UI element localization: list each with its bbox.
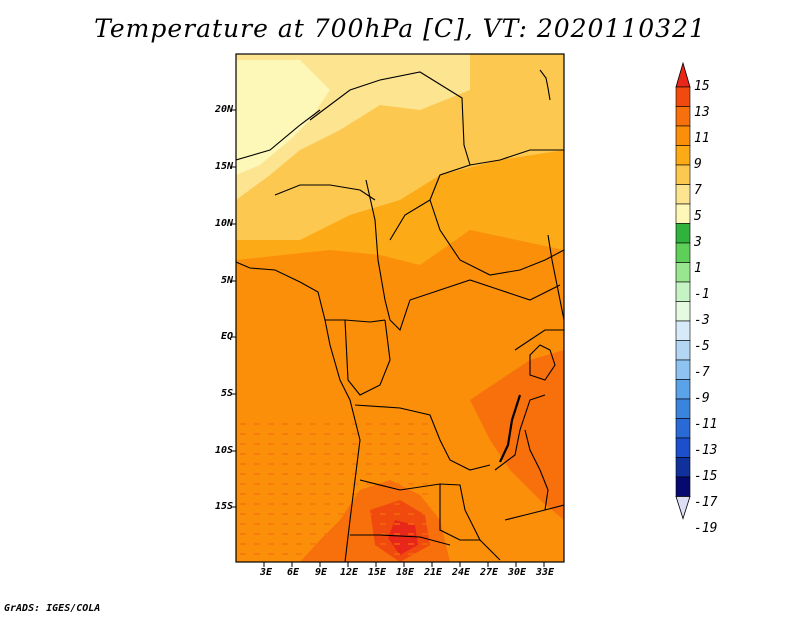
colorbar-label: -15 bbox=[694, 469, 718, 484]
colorbar-min-triangle bbox=[675, 496, 691, 520]
colorbar-swatch bbox=[675, 418, 691, 439]
field-speckle bbox=[236, 420, 436, 562]
colorbar-swatch bbox=[675, 145, 691, 166]
colorbar-swatch bbox=[675, 457, 691, 478]
colorbar-swatch bbox=[675, 340, 691, 361]
x-tick-label: 30E bbox=[507, 567, 527, 578]
colorbar-label: 5 bbox=[694, 209, 702, 224]
colorbar-swatch bbox=[675, 281, 691, 302]
chart-title: Temperature at 700hPa [C], VT: 202011032… bbox=[94, 14, 706, 43]
colorbar-swatch bbox=[675, 86, 691, 107]
axis-ticks bbox=[231, 109, 545, 567]
colorbar-swatch bbox=[675, 203, 691, 224]
country-borders bbox=[236, 69, 564, 562]
colorbar-swatch bbox=[675, 262, 691, 283]
y-tick-label: 5N bbox=[220, 275, 233, 286]
y-tick-label: 20N bbox=[214, 104, 233, 115]
colorbar-label: 9 bbox=[694, 157, 702, 172]
colorbar-label: -19 bbox=[694, 521, 718, 536]
colorbar-swatch bbox=[675, 320, 691, 341]
colorbar-label: -1 bbox=[694, 287, 710, 302]
x-tick-label: 12E bbox=[339, 567, 359, 578]
x-tick-label: 9E bbox=[314, 567, 328, 578]
colorbar-swatch bbox=[675, 164, 691, 185]
colorbar-label: 15 bbox=[694, 79, 710, 94]
x-tick-label: 18E bbox=[395, 567, 415, 578]
colorbar-label: -7 bbox=[694, 365, 710, 380]
x-tick-label: 21E bbox=[423, 567, 443, 578]
colorbar-swatch bbox=[675, 379, 691, 400]
colorbar-label: -3 bbox=[694, 313, 710, 328]
colorbar-swatch bbox=[675, 437, 691, 458]
colorbar-label: -11 bbox=[694, 417, 718, 432]
x-tick-label: 24E bbox=[451, 567, 471, 578]
colorbar-label: -13 bbox=[694, 443, 718, 458]
y-tick-label: 10N bbox=[214, 218, 233, 229]
y-tick-label: EQ bbox=[220, 331, 233, 342]
x-tick-label: 15E bbox=[367, 567, 387, 578]
colorbar-label: 11 bbox=[694, 131, 710, 146]
field-3-5-west bbox=[236, 60, 330, 175]
field-11-13-east bbox=[470, 350, 564, 520]
x-tick-label: 6E bbox=[286, 567, 300, 578]
colorbar-label: 13 bbox=[694, 105, 710, 120]
colorbar-label: -9 bbox=[694, 391, 710, 406]
y-tick-label: 10S bbox=[214, 445, 233, 456]
colorbar-label: 3 bbox=[694, 235, 702, 250]
temperature-field bbox=[236, 54, 564, 562]
colorbar-label: -17 bbox=[694, 495, 718, 510]
colorbar-swatch bbox=[675, 223, 691, 244]
colorbar-swatch bbox=[675, 398, 691, 419]
colorbar-swatch bbox=[675, 476, 691, 497]
map-frame bbox=[235, 53, 565, 563]
colorbar-swatch bbox=[675, 125, 691, 146]
colorbar-label: -5 bbox=[694, 339, 710, 354]
y-tick-label: 15S bbox=[214, 501, 233, 512]
colorbar-swatch bbox=[675, 359, 691, 380]
colorbar-swatch bbox=[675, 106, 691, 127]
x-tick-label: 27E bbox=[479, 567, 499, 578]
colorbar-max-triangle bbox=[675, 61, 691, 88]
colorbar-swatch bbox=[675, 301, 691, 322]
grads-credit: GrADS: IGES/COLA bbox=[4, 603, 101, 614]
colorbar bbox=[675, 61, 691, 520]
y-tick-label: 5S bbox=[220, 388, 233, 399]
x-tick-label: 3E bbox=[259, 567, 273, 578]
colorbar-swatch bbox=[675, 184, 691, 205]
x-tick-label: 33E bbox=[535, 567, 555, 578]
field-5-7-patch bbox=[330, 70, 420, 105]
colorbar-swatch bbox=[675, 242, 691, 263]
colorbar-label: 1 bbox=[694, 261, 702, 276]
y-tick-label: 15N bbox=[214, 161, 233, 172]
colorbar-label: 7 bbox=[694, 183, 702, 198]
